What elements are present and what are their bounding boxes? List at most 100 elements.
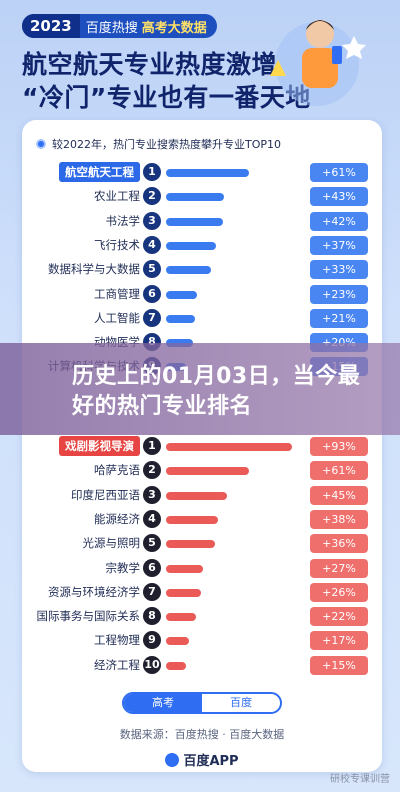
growth-value: +27% [310,558,368,578]
major-name: 数据科学与大数据 [48,262,140,277]
student-illustration-icon [270,20,366,106]
bar-track [166,564,302,573]
rank-number: 3 [143,211,161,230]
ranking-row: 航空航天工程 1 +61% [22,162,382,184]
app-logo: 百度APP [22,750,382,769]
watermark: 研校专课训营 [330,774,390,785]
header-badge: 2023 百度热搜 高考大数据 [22,14,217,38]
heat-bar [166,515,218,524]
growth-value: +36% [310,534,368,554]
growth-value: +38% [310,509,368,529]
growth-value: +23% [310,284,368,304]
major-name: 飞行技术 [94,237,140,252]
rank-number: 7 [143,582,161,601]
heat-bar [166,467,249,476]
bar-track [166,613,302,622]
major-name: 国际事务与国际关系 [36,609,141,624]
major-name: 宗教学 [105,560,141,575]
bar-track [166,467,302,476]
ranking-row: 经济工程 10 +15% [22,655,382,677]
rank-number: 1 [143,163,161,181]
heat-bar [166,661,187,670]
heat-bar [166,540,215,549]
growth-value: +61% [310,461,368,481]
rank-number: 10 [143,655,161,674]
ranking-row: 哈萨克语 2 +61% [22,460,382,482]
growth-value: +17% [310,631,368,651]
tab-baidu[interactable]: 百度 [230,696,252,709]
heat-bar [166,314,195,323]
pin-icon [36,139,46,149]
major-name: 工程物理 [94,633,140,648]
growth-value: +15% [310,655,368,675]
heat-bar [166,193,225,202]
major-name: 经济工程 [94,657,140,672]
bar-track [166,314,302,323]
major-name: 光源与照明 [82,536,141,551]
headline-line-2: “冷门”专业也有一番天地 [22,83,311,112]
growth-value: +21% [310,308,368,328]
rank-number: 2 [143,461,161,480]
app-name: 百度APP [183,754,239,769]
heat-bar [166,241,217,250]
overlay-banner [0,343,400,435]
ranking-row: 书法学 3 +42% [22,211,382,233]
brand-label: 百度热搜 [85,20,138,36]
bar-track [166,193,302,202]
rank-number: 9 [143,631,161,650]
page-title: 航空航天专业热度激增 “冷门”专业也有一番天地 [22,48,311,114]
rank-number: 3 [143,485,161,504]
heat-bar [166,637,190,646]
major-name: 书法学 [105,213,141,228]
major-name: 资源与环境经济学 [48,584,140,599]
rank-number: 4 [143,235,161,254]
growth-value: +43% [310,187,368,207]
major-name: 人工智能 [94,310,140,325]
bar-track [166,515,302,524]
rank-number: 8 [143,607,161,626]
rank-number: 7 [143,308,161,327]
ranking-row: 光源与照明 5 +36% [22,533,382,555]
bar-track [166,540,302,549]
ranking-row: 工程物理 9 +17% [22,630,382,652]
bar-track [166,266,302,275]
growth-value: +22% [310,607,368,627]
section-title: 较2022年，热门专业搜索热度攀升专业TOP10 [36,136,281,152]
ranking-row: 资源与环境经济学 7 +26% [22,582,382,604]
bar-track [166,169,302,177]
heat-bar [166,613,196,622]
ranking-row: 工商管理 6 +23% [22,284,382,306]
heat-bar [166,266,211,275]
overlay-title: 历史上的01月03日，当今最好的热门专业排名 [72,364,361,419]
ranking-row: 印度尼西亚语 3 +45% [22,485,382,507]
heat-bar [166,217,224,226]
heat-bar [166,169,249,177]
growth-value: +45% [310,485,368,505]
data-source: 数据来源：百度热搜 · 百度大数据 [119,728,285,741]
bar-track [166,241,302,250]
major-name: 哈萨克语 [94,463,140,478]
ranking-row: 能源经济 4 +38% [22,509,382,531]
bar-track [166,637,302,646]
bar-track [166,588,302,597]
heat-bar [166,290,198,299]
ranking-row: 飞行技术 4 +37% [22,235,382,257]
major-name: 航空航天工程 [59,162,140,182]
rank-number: 5 [143,534,161,553]
ranking-row: 人工智能 7 +21% [22,308,382,330]
ranking-row: 宗教学 6 +27% [22,558,382,580]
paw-icon [165,753,180,767]
tag-label: 高考大数据 [141,20,207,36]
rank-number: 4 [143,509,161,528]
ranking-card: 较2022年，热门专业搜索热度攀升专业TOP10 航空航天工程 1 +61% 农业工程… [22,120,382,772]
heat-bar [166,564,203,573]
growth-value: +42% [310,211,368,231]
bar-track [166,661,302,670]
tab-gaokao[interactable]: 高考 [124,694,202,712]
year-label: 2023 [22,14,80,38]
heat-bar [166,443,293,451]
growth-value: +37% [310,235,368,255]
rank-number: 1 [143,437,161,455]
major-name: 戏剧影视导演 [59,436,140,456]
